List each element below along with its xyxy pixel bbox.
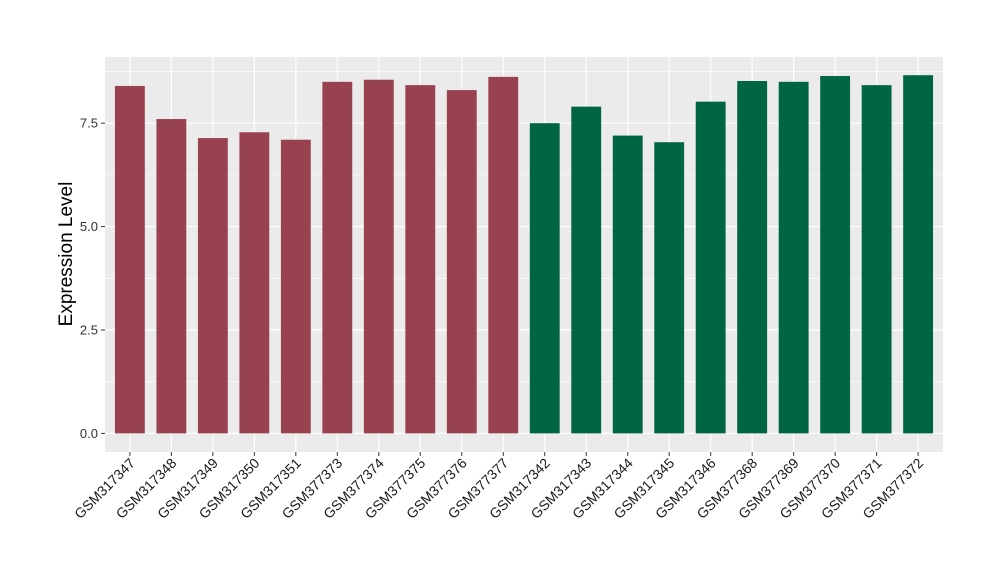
bar-gsm317348: [156, 119, 187, 434]
y-axis: 0.0 2.5 5.0 7.5: [80, 116, 105, 441]
bar-gsm377374: [363, 79, 394, 434]
plot-panel: [105, 57, 943, 452]
bar-gsm377377: [488, 76, 519, 434]
y-tick-label: 0.0: [80, 426, 98, 441]
bar-gsm317351: [280, 139, 311, 434]
y-tick-label: 7.5: [80, 116, 98, 131]
bar-gsm317346: [695, 101, 726, 434]
y-tick-label: 2.5: [80, 322, 98, 337]
bar-gsm377375: [405, 85, 436, 434]
bar-gsm377370: [820, 76, 851, 434]
bar-gsm377372: [903, 75, 934, 434]
bar-gsm377368: [737, 80, 768, 434]
bar-gsm317344: [612, 135, 643, 434]
bar-gsm317347: [114, 85, 145, 434]
y-tick-label: 5.0: [80, 219, 98, 234]
bar-gsm377369: [778, 81, 809, 434]
bar-gsm317350: [239, 132, 270, 434]
y-axis-title: Expression Level: [56, 182, 77, 327]
x-axis: GSM317347GSM317348GSM317349GSM317350GSM3…: [71, 452, 926, 522]
bar-gsm317345: [654, 142, 685, 434]
bar-gsm317342: [529, 123, 560, 434]
bar-gsm317349: [197, 138, 228, 434]
bar-gsm377376: [446, 90, 477, 434]
bar-gsm377371: [861, 85, 892, 434]
bars-group: [114, 75, 934, 434]
bar-gsm317343: [571, 106, 602, 434]
bar-gsm377373: [322, 81, 353, 434]
